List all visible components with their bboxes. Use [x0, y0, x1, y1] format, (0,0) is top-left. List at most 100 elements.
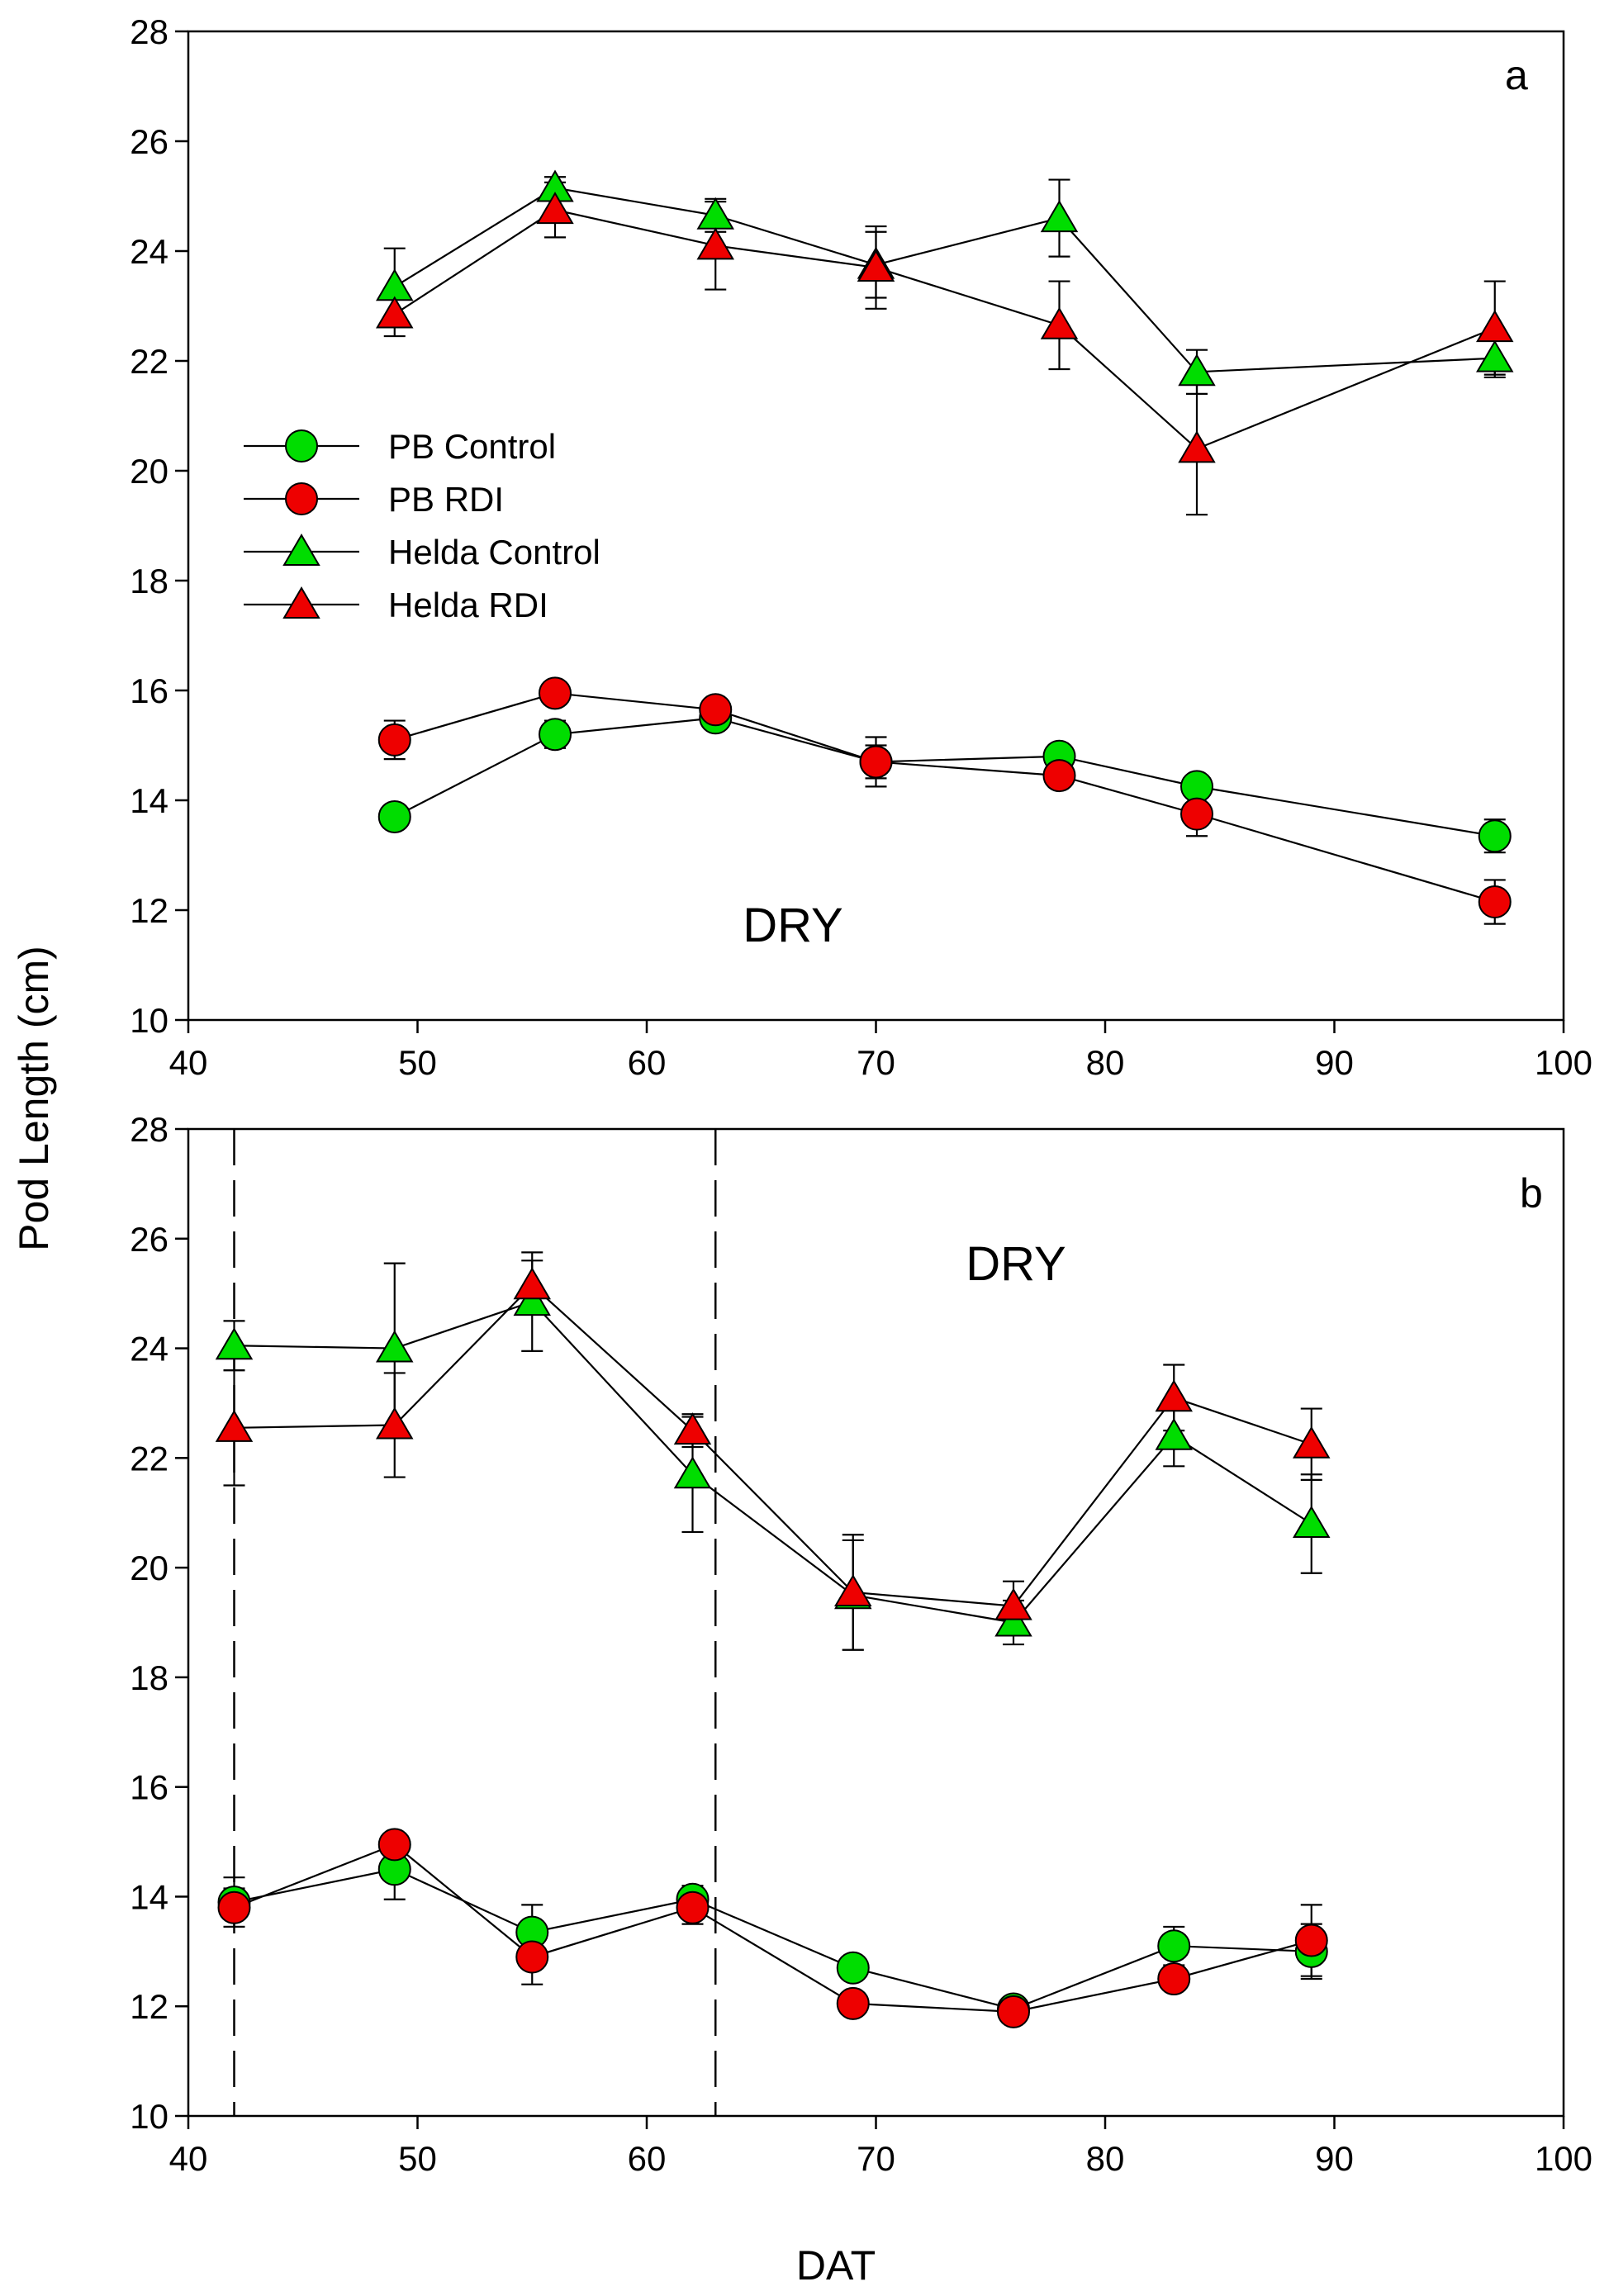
y-tick-label: 18: [130, 1658, 168, 1697]
y-tick-label: 26: [130, 122, 168, 161]
point-helda-control: [376, 1330, 414, 1363]
legend-item-helda-control: Helda Control: [244, 533, 600, 572]
point-helda-control: [673, 1456, 712, 1489]
x-tick-label: 90: [1315, 2139, 1354, 2178]
panel-letter: a: [1505, 52, 1528, 98]
point-pb-rdi: [1478, 885, 1512, 919]
y-tick-label: 12: [130, 1987, 168, 2026]
y-tick-label: 24: [130, 1330, 168, 1369]
legend-marker: [282, 534, 320, 566]
y-tick-label: 26: [130, 1220, 168, 1259]
point-pb-rdi: [1180, 797, 1213, 831]
x-tick-label: 70: [857, 1043, 895, 1082]
point-helda-control: [215, 1327, 254, 1360]
point-helda-control: [376, 268, 414, 301]
point-helda-rdi: [857, 249, 895, 282]
point-pb-rdi: [515, 1940, 549, 1974]
legend-marker: [282, 586, 320, 619]
point-pb-rdi: [1294, 1924, 1328, 1957]
x-tick-label: 60: [628, 2139, 667, 2178]
legend-item-pb-rdi: PB RDI: [244, 480, 504, 519]
x-tick-label: 40: [169, 2139, 208, 2178]
point-helda-control: [1293, 1506, 1331, 1538]
point-helda-rdi: [215, 1409, 254, 1442]
legend-marker: [285, 482, 318, 515]
y-tick-label: 12: [130, 891, 168, 930]
x-tick-label: 50: [398, 2139, 437, 2178]
legend-label: Helda Control: [388, 533, 600, 572]
x-tick-label: 60: [628, 1043, 667, 1082]
panel-b-chart: 10 12 14 16 18 20 22 24 26 28 40 50 60 70 80 90 100 b DRY: [130, 1110, 1592, 2178]
point-pb-control: [1478, 819, 1512, 853]
legend-label: PB RDI: [388, 480, 504, 519]
series-line-helda-rdi: [234, 1283, 1312, 1607]
legend-label: PB Control: [388, 427, 556, 466]
series-line-pb-control: [234, 1868, 1312, 2010]
panel-a-chart: 10 12 14 16 18 20 22 24 26 28 40 50 60 70 80 90 100 a DRY: [130, 12, 1592, 1082]
y-tick-label: 20: [130, 452, 168, 491]
x-tick-label: 70: [857, 2139, 895, 2178]
point-helda-rdi: [1476, 310, 1514, 343]
point-helda-rdi: [513, 1267, 551, 1300]
point-helda-rdi: [1293, 1426, 1331, 1459]
point-helda-rdi: [1040, 306, 1079, 339]
x-tick-label: 40: [169, 1043, 208, 1082]
point-pb-rdi: [377, 1828, 411, 1862]
point-helda-control: [513, 1283, 551, 1316]
legend-item-helda-rdi: Helda RDI: [244, 586, 548, 624]
point-helda-rdi: [994, 1587, 1032, 1620]
point-helda-rdi: [834, 1574, 872, 1606]
point-pb-control: [1157, 1929, 1191, 1963]
y-tick-label: 20: [130, 1549, 168, 1587]
x-tick-label: 100: [1535, 2139, 1592, 2178]
point-helda-control: [1155, 1417, 1193, 1450]
y-tick-label: 10: [130, 1001, 168, 1040]
point-helda-control: [1476, 339, 1514, 372]
y-tick-label: 22: [130, 1439, 168, 1478]
point-pb-rdi: [217, 1890, 251, 1924]
x-tick-label: 50: [398, 1043, 437, 1082]
point-pb-rdi: [1157, 1962, 1191, 1996]
point-helda-rdi: [536, 192, 574, 225]
point-pb-control: [539, 718, 572, 752]
point-pb-rdi: [676, 1890, 710, 1924]
point-pb-rdi: [539, 676, 572, 710]
point-pb-control: [377, 799, 411, 833]
point-helda-rdi: [376, 1407, 414, 1440]
y-tick-label: 24: [130, 232, 168, 271]
series-line-pb-rdi: [234, 1843, 1312, 2013]
point-helda-control: [1040, 200, 1079, 233]
legend-marker: [285, 429, 318, 463]
series-line-helda-control: [234, 1300, 1312, 1624]
x-tick-label: 80: [1086, 1043, 1125, 1082]
y-tick-label: 28: [130, 1110, 168, 1149]
x-tick-label: 100: [1535, 1043, 1592, 1082]
y-tick-label: 18: [130, 562, 168, 600]
point-pb-rdi: [836, 1986, 870, 2020]
y-tick-label: 16: [130, 671, 168, 710]
point-helda-control: [1178, 353, 1216, 387]
point-pb-rdi: [377, 723, 411, 757]
y-tick-label: 14: [130, 1877, 168, 1916]
point-pb-rdi: [1042, 759, 1076, 793]
y-tick-label: 14: [130, 781, 168, 820]
y-tick-label: 28: [130, 12, 168, 51]
point-pb-control: [836, 1951, 870, 1985]
legend-item-pb-control: PB Control: [244, 427, 556, 466]
legend: PB Control PB RDI Helda Control Helda RDI: [244, 427, 600, 624]
x-tick-label: 80: [1086, 2139, 1125, 2178]
point-pb-rdi: [859, 745, 893, 779]
panel-a-frame: [187, 30, 1565, 1022]
series-line-helda-rdi: [394, 208, 1496, 450]
legend-label: Helda RDI: [388, 586, 548, 624]
point-helda-control: [994, 1604, 1032, 1637]
point-helda-rdi: [696, 227, 734, 260]
point-helda-rdi: [673, 1412, 712, 1445]
y-tick-label: 16: [130, 1768, 168, 1807]
y-tick-label: 22: [130, 342, 168, 381]
x-axis-title: DAT: [796, 2242, 876, 2289]
panel-letter: b: [1520, 1170, 1543, 1217]
y-axis-title: Pod Length (cm): [11, 946, 57, 1251]
point-helda-rdi: [1178, 430, 1216, 463]
